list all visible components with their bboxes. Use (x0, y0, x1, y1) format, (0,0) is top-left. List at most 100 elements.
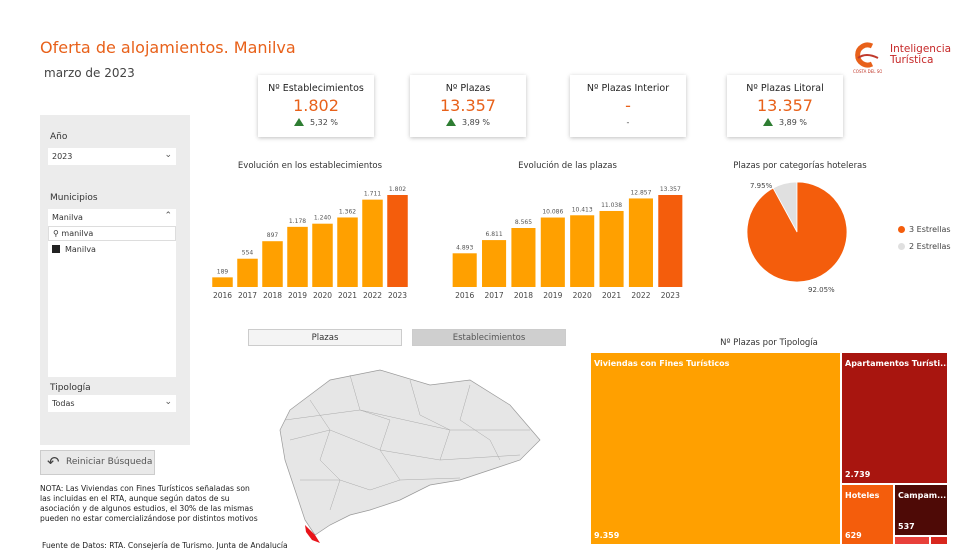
bar[interactable] (387, 195, 408, 287)
kpi-change-value: - (626, 118, 630, 127)
bar[interactable] (482, 240, 507, 287)
bar-data-label: 8.565 (515, 219, 532, 226)
bar[interactable] (312, 223, 333, 287)
hotel-category-pie-chart: 7.95% 92.05% (746, 181, 848, 294)
chart-title: Nº Plazas por Tipología (720, 338, 818, 348)
municipios-list: ⚲ manilva Manilva (48, 226, 176, 377)
treemap-tile-small[interactable] (930, 536, 948, 545)
chevron-down-icon: ⌄ (164, 150, 172, 160)
x-tick-label: 2019 (288, 291, 307, 300)
x-tick-label: 2023 (388, 291, 407, 300)
bar[interactable] (511, 228, 536, 287)
tab-establecimientos[interactable]: Establecimientos (412, 329, 566, 346)
tipologia-label: Tipología (50, 383, 91, 393)
plazas-bar-chart: 4.893 2016 6.811 2017 8.565 2018 10.086 2019 10.… (452, 186, 683, 300)
tipologia-dropdown[interactable]: Todas ⌄ (48, 395, 176, 412)
bar-data-label: 11.038 (601, 202, 622, 209)
up-triangle-icon (294, 118, 305, 126)
bar[interactable] (212, 277, 233, 287)
checkbox[interactable] (52, 245, 60, 253)
treemap-tile[interactable]: Hoteles 629 (841, 484, 894, 545)
bar[interactable] (452, 253, 477, 287)
tile-label: Campam... (898, 491, 947, 500)
legend-dot (898, 243, 905, 250)
legend-label: 2 Estrellas (909, 242, 951, 251)
kpi-label: Nº Plazas Interior (586, 83, 670, 94)
bar[interactable] (599, 210, 624, 287)
kpi-change: - (570, 118, 686, 127)
pie-slice[interactable] (746, 181, 848, 283)
establecimientos-bar-chart: 189 2016 554 2017 897 2018 1.178 2019 1.240 2020 1… (212, 186, 408, 300)
search-input[interactable]: manilva (61, 229, 94, 238)
list-item-label: Manilva (65, 245, 96, 254)
x-tick-label: 2021 (338, 291, 357, 300)
manilva-highlight[interactable] (305, 525, 320, 543)
bar[interactable] (362, 199, 383, 287)
x-tick-label: 2021 (602, 291, 621, 300)
bar[interactable] (262, 241, 283, 287)
pie-data-label: 7.95% (750, 182, 773, 190)
x-tick-label: 2023 (661, 291, 680, 300)
up-triangle-icon (446, 118, 457, 126)
tile-label: Hoteles (845, 491, 880, 500)
tile-value: 2.739 (845, 470, 871, 479)
municipios-search[interactable]: ⚲ manilva (48, 226, 176, 241)
undo-arrow-icon: ↶ (47, 453, 60, 471)
bar-data-label: 554 (242, 250, 254, 257)
bar-data-label: 4.893 (456, 244, 473, 251)
kpi-value: - (625, 96, 631, 115)
reset-button[interactable]: ↶ Reiniciar Búsqueda (40, 450, 155, 475)
bar-data-label: 1.240 (314, 215, 331, 222)
x-tick-label: 2022 (363, 291, 382, 300)
x-tick-label: 2022 (631, 291, 650, 300)
page-subtitle: marzo de 2023 (44, 66, 135, 80)
tile-value: 9.359 (594, 531, 620, 540)
chevron-up-icon: ⌃ (164, 211, 172, 221)
bar[interactable] (337, 217, 358, 287)
municipios-dropdown[interactable]: Manilva ⌃ (48, 209, 176, 226)
treemap-tile[interactable]: Campam... 537 (894, 484, 948, 536)
treemap-tile[interactable]: Viviendas con Fines Turísticos 9.359 (590, 352, 841, 545)
x-tick-label: 2019 (543, 291, 562, 300)
bar-data-label: 897 (267, 232, 279, 239)
x-tick-label: 2017 (238, 291, 257, 300)
kpi-value: 1.802 (293, 96, 339, 115)
kpi-change-value: 3,89 % (462, 118, 490, 127)
tipologia-treemap: Viviendas con Fines Turísticos 9.359 Apart… (590, 352, 948, 545)
bar[interactable] (287, 226, 308, 287)
year-label: Año (50, 132, 68, 142)
bar-data-label: 1.178 (289, 218, 306, 225)
year-dropdown[interactable]: 2023 ⌄ (48, 148, 176, 165)
kpi-card: Nº Plazas Litoral 13.357 3,89 % (727, 75, 843, 137)
kpi-card: Nº Plazas 13.357 3,89 % (410, 75, 526, 137)
bar-data-label: 13.357 (660, 186, 681, 193)
kpi-value: 13.357 (440, 96, 496, 115)
note-text: NOTA: Las Viviendas con Fines Turísticos… (40, 484, 258, 523)
bar[interactable] (628, 198, 653, 287)
chevron-down-icon: ⌄ (164, 397, 172, 407)
bar[interactable] (540, 217, 565, 287)
bar-data-label: 12.857 (630, 189, 651, 196)
kpi-card: Nº Plazas Interior - - (570, 75, 686, 137)
kpi-change-value: 3,89 % (779, 118, 807, 127)
source-text: Fuente de Datos: RTA. Consejería de Turi… (42, 541, 288, 550)
x-tick-label: 2020 (313, 291, 332, 300)
bar[interactable] (570, 215, 595, 287)
bar-data-label: 1.362 (339, 208, 356, 215)
kpi-label: Nº Plazas (445, 83, 491, 94)
kpi-card: Nº Establecimientos 1.802 5,32 % (258, 75, 374, 137)
chart-title: Evolución de las plazas (518, 161, 617, 171)
treemap-tile-small[interactable] (894, 536, 930, 545)
list-item[interactable]: Manilva (48, 241, 176, 258)
bar-data-label: 10.413 (572, 206, 593, 213)
tab-plazas[interactable]: Plazas (248, 329, 402, 346)
bar-data-label: 6.811 (485, 231, 502, 238)
bar-data-label: 1.802 (389, 186, 406, 193)
treemap-tile[interactable]: Apartamentos Turísti... 2.739 (841, 352, 948, 484)
legend-dot (898, 226, 905, 233)
page-title: Oferta de alojamientos. Manilva (40, 38, 296, 57)
bar[interactable] (237, 258, 258, 287)
malaga-map[interactable] (270, 360, 550, 550)
logo: COSTA DEL SOL Inteligencia Turística (852, 40, 957, 76)
bar[interactable] (658, 195, 683, 287)
